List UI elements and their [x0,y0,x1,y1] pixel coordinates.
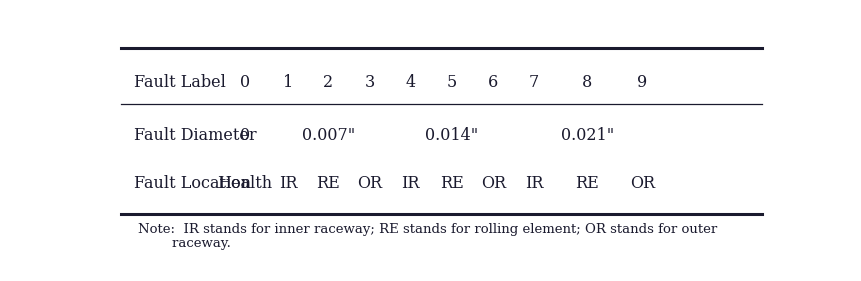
Text: 6: 6 [487,74,498,91]
Text: 4: 4 [405,74,415,91]
Text: 7: 7 [529,74,538,91]
Text: IR: IR [279,175,297,192]
Text: 0.007": 0.007" [302,127,355,144]
Text: Fault Diameter: Fault Diameter [134,127,257,144]
Text: RE: RE [316,175,340,192]
Text: 8: 8 [582,74,592,91]
Text: OR: OR [629,175,654,192]
Text: 0: 0 [239,127,250,144]
Text: Note:  IR stands for inner raceway; RE stands for rolling element; OR stands for: Note: IR stands for inner raceway; RE st… [138,223,716,236]
Text: OR: OR [356,175,381,192]
Text: 2: 2 [323,74,333,91]
Text: 5: 5 [446,74,456,91]
Text: IR: IR [524,175,542,192]
Text: 0.014": 0.014" [424,127,478,144]
Text: 3: 3 [364,74,375,91]
Text: RE: RE [439,175,463,192]
Text: OR: OR [480,175,505,192]
Text: IR: IR [400,175,419,192]
Text: raceway.: raceway. [138,237,231,250]
Text: Fault Label: Fault Label [134,74,226,91]
Text: RE: RE [575,175,598,192]
Text: 0: 0 [239,74,250,91]
Text: 0.021": 0.021" [561,127,614,144]
Text: Fault Location: Fault Location [134,175,251,192]
Text: Health: Health [217,175,272,192]
Text: 1: 1 [282,74,293,91]
Text: 9: 9 [636,74,647,91]
